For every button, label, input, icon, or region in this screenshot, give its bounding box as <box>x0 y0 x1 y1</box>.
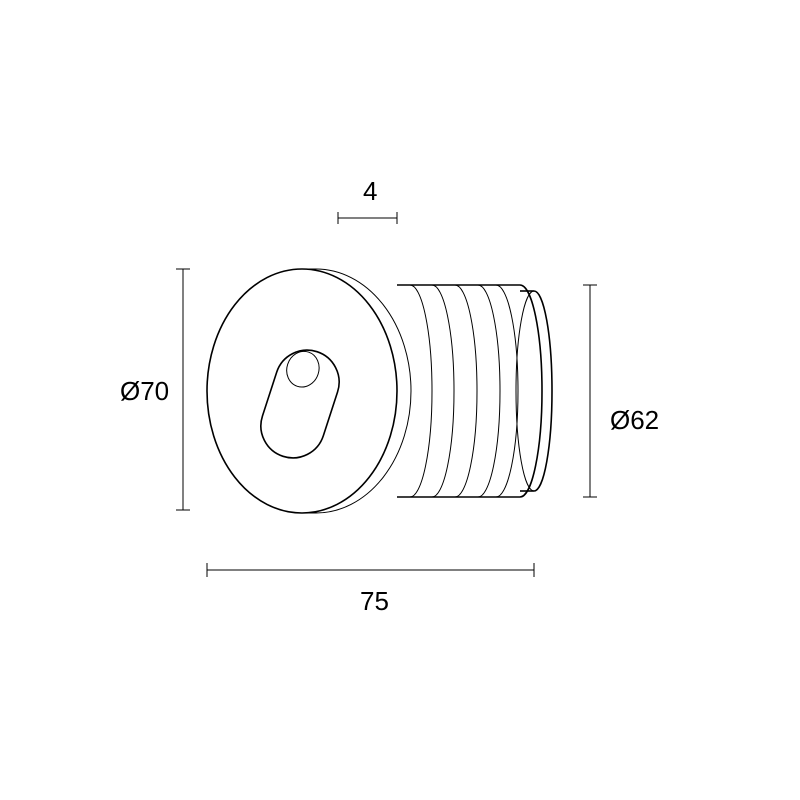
dimension-label-t4: 4 <box>363 176 377 206</box>
dimension-label-w75: 75 <box>360 586 389 616</box>
dimension-label-d62: Ø62 <box>610 405 659 435</box>
dimension-label-d70: Ø70 <box>120 376 169 406</box>
